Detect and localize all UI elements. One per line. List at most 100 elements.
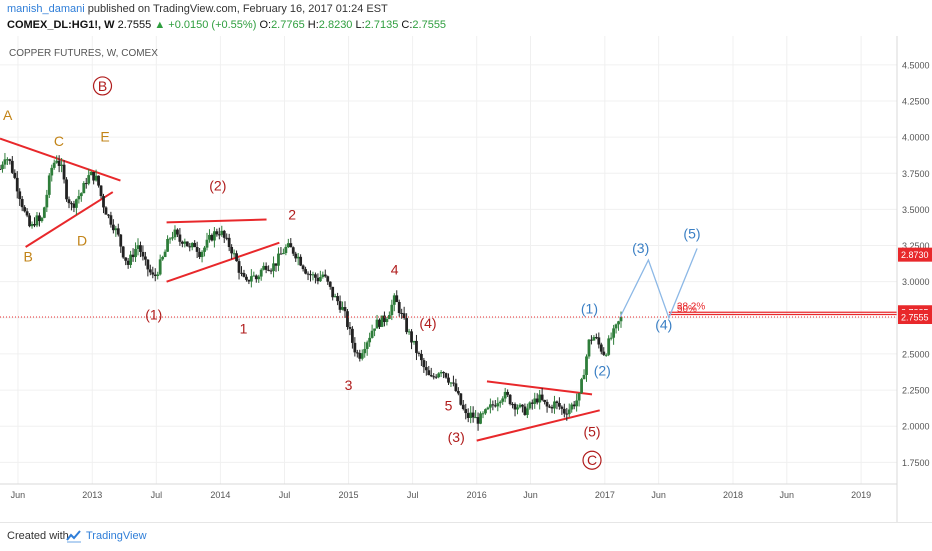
candle: [311, 271, 315, 281]
candle: [599, 342, 603, 355]
candle: [237, 258, 241, 280]
candle: [341, 301, 344, 311]
candle: [252, 271, 256, 277]
candle: [496, 397, 500, 412]
candle: [57, 155, 61, 173]
candle: [503, 387, 507, 403]
candle: [129, 250, 133, 268]
candle: [439, 370, 443, 377]
low-value: 2.7135: [364, 19, 399, 31]
trendline[interactable]: [166, 218, 267, 224]
candle: [62, 160, 66, 184]
wave-label: (1): [145, 306, 162, 322]
candle: [107, 213, 110, 219]
tradingview-logo-icon[interactable]: [66, 529, 82, 543]
candle: [92, 171, 96, 185]
candle: [508, 393, 512, 406]
candle: [257, 274, 261, 283]
candle: [493, 400, 497, 408]
wave-label: A: [3, 107, 13, 123]
candle: [33, 217, 36, 228]
wave-label: 4: [391, 261, 399, 277]
candle: [501, 396, 505, 405]
candle: [405, 313, 409, 335]
trendline[interactable]: [0, 137, 121, 182]
candle: [575, 393, 579, 412]
candle: [577, 392, 581, 407]
wave-label: D: [77, 233, 87, 249]
candle: [299, 254, 303, 267]
candle: [249, 269, 253, 288]
wave-label: (3): [632, 240, 649, 256]
candle: [402, 306, 406, 320]
y-tick-label: 2.2500: [902, 386, 930, 396]
candle: [518, 403, 522, 409]
candle: [3, 152, 7, 169]
candle: [543, 399, 547, 405]
candle: [121, 246, 125, 259]
candle: [25, 208, 29, 218]
candle: [392, 293, 396, 312]
candle: [378, 318, 381, 330]
trendline[interactable]: [476, 409, 600, 442]
price-tag-label: 2.8730: [901, 250, 929, 260]
candle: [550, 404, 554, 414]
up-arrow-icon: ▲: [154, 19, 166, 31]
candle: [355, 349, 359, 358]
x-tick-label: 2014: [210, 490, 230, 500]
candle: [597, 332, 601, 349]
candle: [538, 390, 542, 410]
candle: [385, 317, 389, 326]
candle: [188, 242, 192, 252]
trendline[interactable]: [486, 380, 593, 396]
candle: [156, 271, 160, 280]
candle: [254, 274, 258, 283]
candle: [84, 177, 88, 189]
candle: [535, 393, 539, 405]
candle: [572, 400, 576, 410]
trendline[interactable]: [25, 191, 114, 248]
candle: [286, 238, 290, 249]
candle: [294, 251, 298, 262]
candle: [304, 266, 307, 275]
candle: [459, 392, 463, 406]
candle: [395, 290, 399, 303]
candle: [429, 367, 433, 378]
candle: [168, 237, 172, 244]
wave-label: 1: [240, 321, 248, 337]
candle: [607, 335, 611, 357]
candle: [338, 295, 342, 313]
trendline[interactable]: [166, 241, 280, 283]
candle: [592, 335, 596, 341]
candle: [594, 333, 598, 340]
candle: [521, 404, 524, 413]
candle: [511, 402, 514, 409]
candle: [612, 324, 616, 345]
x-axis[interactable]: Jun 2013 Jul 2014 Jul 2015 Jul 2016 Jun 2017 Jun 20…: [11, 490, 871, 500]
candle: [587, 338, 591, 359]
y-tick-label: 3.2500: [902, 241, 930, 251]
candle: [373, 328, 376, 337]
candle: [60, 158, 64, 173]
candle: [158, 254, 162, 276]
candle: [67, 196, 71, 209]
candle: [365, 340, 369, 356]
candle: [131, 248, 135, 262]
candle: [488, 398, 492, 414]
candle: [604, 353, 608, 357]
candle: [545, 399, 549, 413]
candle: [540, 387, 544, 402]
tradingview-brand[interactable]: TradingView: [86, 530, 147, 542]
author-link[interactable]: manish_damani: [7, 3, 85, 15]
x-tick-label: Jul: [279, 490, 291, 500]
fib-level-label: 50%: [677, 304, 697, 315]
wave-projection-line[interactable]: [619, 248, 698, 320]
projection-path: [619, 248, 698, 320]
footer: Created with TradingView: [0, 522, 932, 551]
candle: [434, 374, 438, 379]
candle: [28, 213, 31, 228]
price-chart[interactable]: 38.2%50% A B C D E B (2) (1) 1 2 3 4 (4) 5 (3) (5) C (1) (…: [0, 36, 932, 522]
wave-labels: A B C D E B (2) (1) 1 2 3 4 (4) 5 (3) (5) C (1) (2) (3) (4) (…: [3, 76, 701, 470]
candle: [42, 206, 46, 219]
candle: [274, 263, 278, 272]
